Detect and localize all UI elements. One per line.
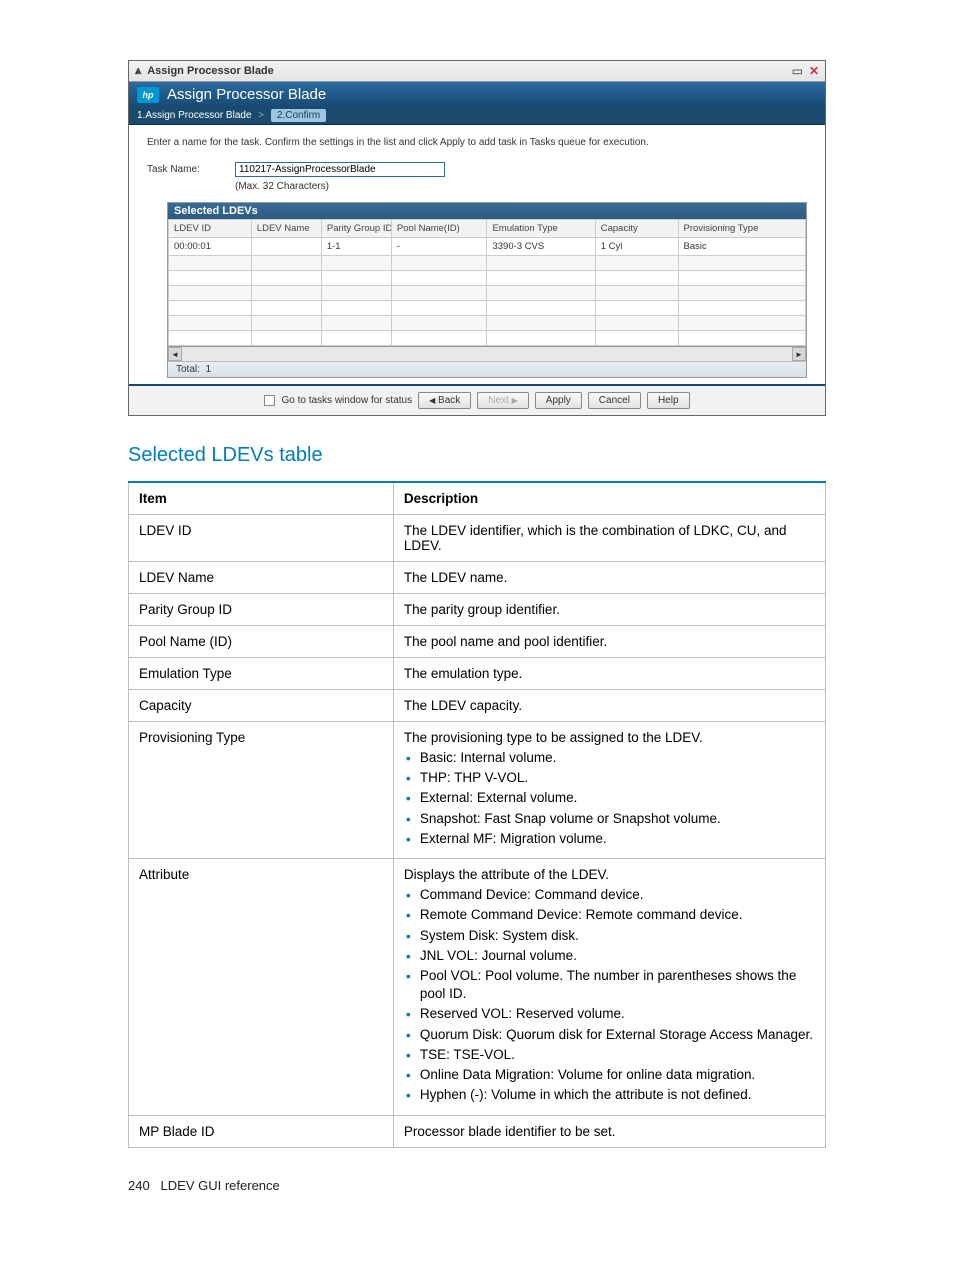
doc-item: Capacity [129,690,394,722]
assign-processor-blade-dialog: ⩓ Assign Processor Blade ▭ ✕ hp Assign P… [128,60,826,416]
table-row [169,301,806,316]
apply-button[interactable]: Apply [535,392,582,409]
table-row: Parity Group IDThe parity group identifi… [129,594,826,626]
table-row: AttributeDisplays the attribute of the L… [129,859,826,1115]
table-row [169,256,806,271]
col-parity-group-id[interactable]: Parity Group ID [321,220,391,238]
table-row[interactable]: 00:00:01 1-1 - 3390-3 CVS 1 Cyl Basic [169,238,806,256]
dialog-titlebar: ⩓ Assign Processor Blade ▭ ✕ [129,61,825,82]
collapse-icon[interactable]: ⩓ [135,65,141,78]
titlebar-text: Assign Processor Blade [147,65,274,77]
list-item: Online Data Migration: Volume for online… [404,1066,815,1084]
back-button[interactable]: ◀ Back [418,392,471,409]
list-item: JNL VOL: Journal volume. [404,947,815,965]
goto-tasks-label: Go to tasks window for status [281,395,412,406]
doc-desc: The LDEV capacity. [393,690,825,722]
doc-item: Parity Group ID [129,594,394,626]
hp-logo-icon: hp [137,87,159,103]
doc-item: Provisioning Type [129,722,394,859]
doc-desc: The parity group identifier. [393,594,825,626]
next-button: Next ▶ [477,392,529,409]
page-footer-label: LDEV GUI reference [161,1178,280,1193]
table-row: CapacityThe LDEV capacity. [129,690,826,722]
list-item: Basic: Internal volume. [404,749,815,767]
col-ldev-name[interactable]: LDEV Name [251,220,321,238]
list-item: Reserved VOL: Reserved volume. [404,1005,815,1023]
table-row [169,316,806,331]
scroll-right-icon[interactable]: ► [792,347,806,361]
page-number: 240 [128,1178,150,1193]
list-item: Command Device: Command device. [404,886,815,904]
list-item: Quorum Disk: Quorum disk for External St… [404,1026,815,1044]
doc-item: Emulation Type [129,658,394,690]
selected-ldevs-total: Total: 1 [168,361,806,377]
dialog-instruction: Enter a name for the task. Confirm the s… [147,137,807,148]
dialog-header-title: Assign Processor Blade [167,86,326,103]
maximize-icon[interactable]: ▭ [792,64,803,78]
page-footer: 240 LDEV GUI reference [0,1148,954,1193]
list-item: TSE: TSE-VOL. [404,1046,815,1064]
col-emulation-type[interactable]: Emulation Type [487,220,595,238]
dialog-header: hp Assign Processor Blade [129,82,825,107]
task-name-label: Task Name: [147,164,217,175]
table-row: Provisioning TypeThe provisioning type t… [129,722,826,859]
table-row [169,286,806,301]
selected-ldevs-doc-table: Item Description LDEV IDThe LDEV identif… [128,481,826,1148]
selected-ldevs-panel: Selected LDEVs LDEV ID LDEV Name Parity … [167,202,807,378]
doc-item: Attribute [129,859,394,1115]
goto-tasks-checkbox[interactable] [264,395,275,406]
table-row: Emulation TypeThe emulation type. [129,658,826,690]
col-pool-name-id[interactable]: Pool Name(ID) [391,220,487,238]
section-heading: Selected LDEVs table [128,444,826,467]
doc-desc: The LDEV identifier, which is the combin… [393,515,825,562]
selected-ldevs-table: LDEV ID LDEV Name Parity Group ID Pool N… [168,219,806,346]
doc-desc: Displays the attribute of the LDEV.Comma… [393,859,825,1115]
table-row: LDEV IDThe LDEV identifier, which is the… [129,515,826,562]
scroll-left-icon[interactable]: ◄ [168,347,182,361]
list-item: Snapshot: Fast Snap volume or Snapshot v… [404,810,815,828]
list-item: THP: THP V-VOL. [404,769,815,787]
table-row: Pool Name (ID)The pool name and pool ide… [129,626,826,658]
doc-desc: The emulation type. [393,658,825,690]
list-item: External: External volume. [404,789,815,807]
doc-item: Pool Name (ID) [129,626,394,658]
table-row: MP Blade IDProcessor blade identifier to… [129,1115,826,1147]
doc-desc: The LDEV name. [393,562,825,594]
horizontal-scrollbar[interactable]: ◄ ► [168,346,806,361]
table-row [169,331,806,346]
step-1[interactable]: 1.Assign Processor Blade [137,110,252,121]
doc-item: LDEV Name [129,562,394,594]
doc-desc: The pool name and pool identifier. [393,626,825,658]
col-provisioning-type[interactable]: Provisioning Type [678,220,805,238]
task-name-input[interactable] [235,162,445,177]
list-item: External MF: Migration volume. [404,830,815,848]
col-item: Item [129,482,394,515]
list-item: Remote Command Device: Remote command de… [404,906,815,924]
doc-desc: The provisioning type to be assigned to … [393,722,825,859]
table-row: LDEV NameThe LDEV name. [129,562,826,594]
list-item: Pool VOL: Pool volume. The number in par… [404,967,815,1003]
help-button[interactable]: Help [647,392,690,409]
col-ldev-id[interactable]: LDEV ID [169,220,252,238]
step-2[interactable]: 2.Confirm [271,109,326,122]
selected-ldevs-title: Selected LDEVs [168,203,806,219]
list-item: Hyphen (-): Volume in which the attribut… [404,1086,815,1104]
cancel-button[interactable]: Cancel [588,392,641,409]
list-item: System Disk: System disk. [404,927,815,945]
doc-item: LDEV ID [129,515,394,562]
close-icon[interactable]: ✕ [809,64,819,78]
table-row [169,271,806,286]
task-name-hint: (Max. 32 Characters) [235,181,807,192]
doc-desc: Processor blade identifier to be set. [393,1115,825,1147]
doc-item: MP Blade ID [129,1115,394,1147]
dialog-button-bar: Go to tasks window for status ◀ Back Nex… [129,384,825,415]
wizard-steps: 1.Assign Processor Blade > 2.Confirm [129,107,825,125]
col-capacity[interactable]: Capacity [595,220,678,238]
col-description: Description [393,482,825,515]
